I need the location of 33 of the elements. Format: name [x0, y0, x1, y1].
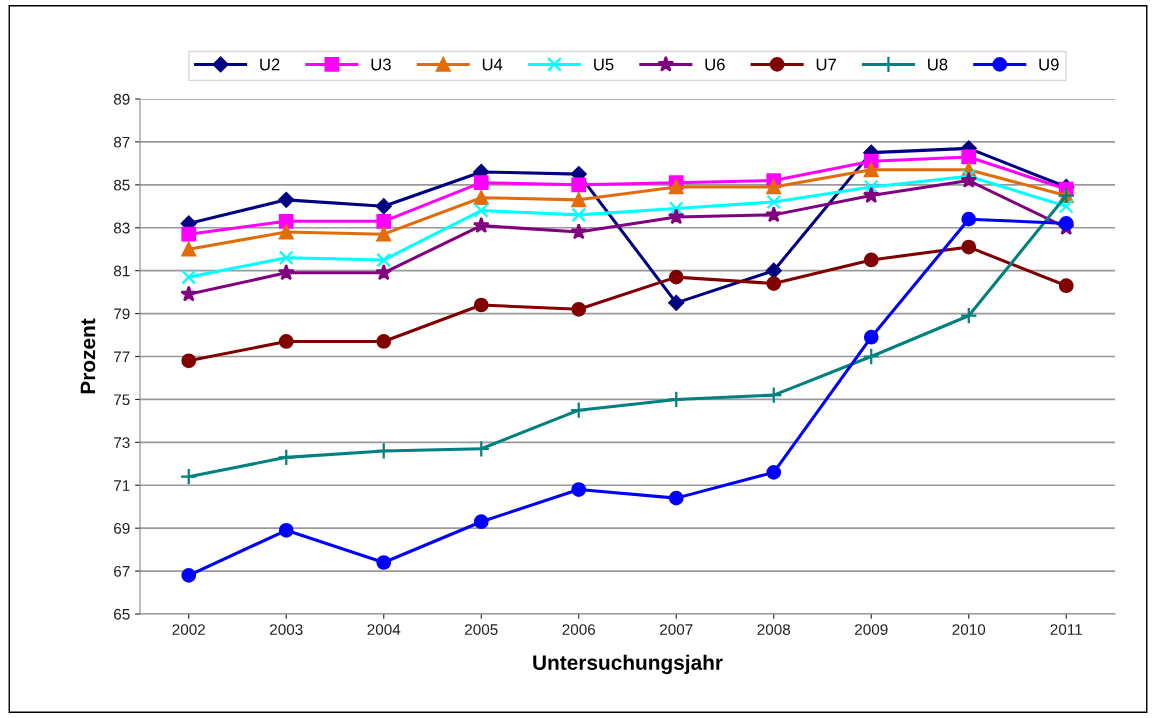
y-tick-label: 73: [114, 437, 130, 449]
legend-label: U4: [482, 58, 503, 71]
x-tick-label: 2005: [465, 624, 498, 635]
x-tick-label: 2002: [172, 624, 205, 635]
x-tick-label: 2008: [757, 624, 791, 635]
x-tick-label: 2007: [660, 624, 693, 635]
legend-label: U6: [705, 58, 725, 71]
legend-label: U3: [371, 58, 391, 71]
y-tick-label: 79: [114, 308, 130, 320]
y-tick-label: 85: [113, 179, 130, 191]
x-tick-label: 2010: [952, 624, 986, 635]
y-tick-label: 69: [114, 523, 130, 534]
y-tick-label: 87: [113, 136, 130, 148]
y-axis-title: Prozent: [80, 318, 96, 394]
y-tick-label: 65: [114, 608, 130, 620]
x-tick-label: 2003: [270, 624, 303, 635]
legend-label: U7: [816, 58, 836, 71]
x-tick-label: 2011: [1050, 624, 1082, 635]
y-tick-label: 67: [114, 565, 130, 577]
legend-label: U8: [928, 58, 948, 71]
x-axis-title: Untersuchungsjahr: [533, 654, 723, 675]
y-tick-label: 89: [113, 93, 130, 105]
x-tick-label: 2004: [367, 624, 401, 635]
x-tick-label: 2006: [562, 624, 596, 635]
legend-label: U2: [260, 58, 280, 71]
x-tick-label: 2009: [855, 624, 888, 635]
y-tick-label: 75: [114, 394, 130, 406]
legend-label: U9: [1039, 58, 1059, 71]
y-tick-label: 83: [113, 222, 130, 234]
y-tick-label: 81: [113, 265, 130, 277]
y-tick-label: 77: [114, 351, 130, 363]
legend-label: U5: [594, 58, 614, 71]
y-tick-label: 71: [114, 480, 130, 491]
